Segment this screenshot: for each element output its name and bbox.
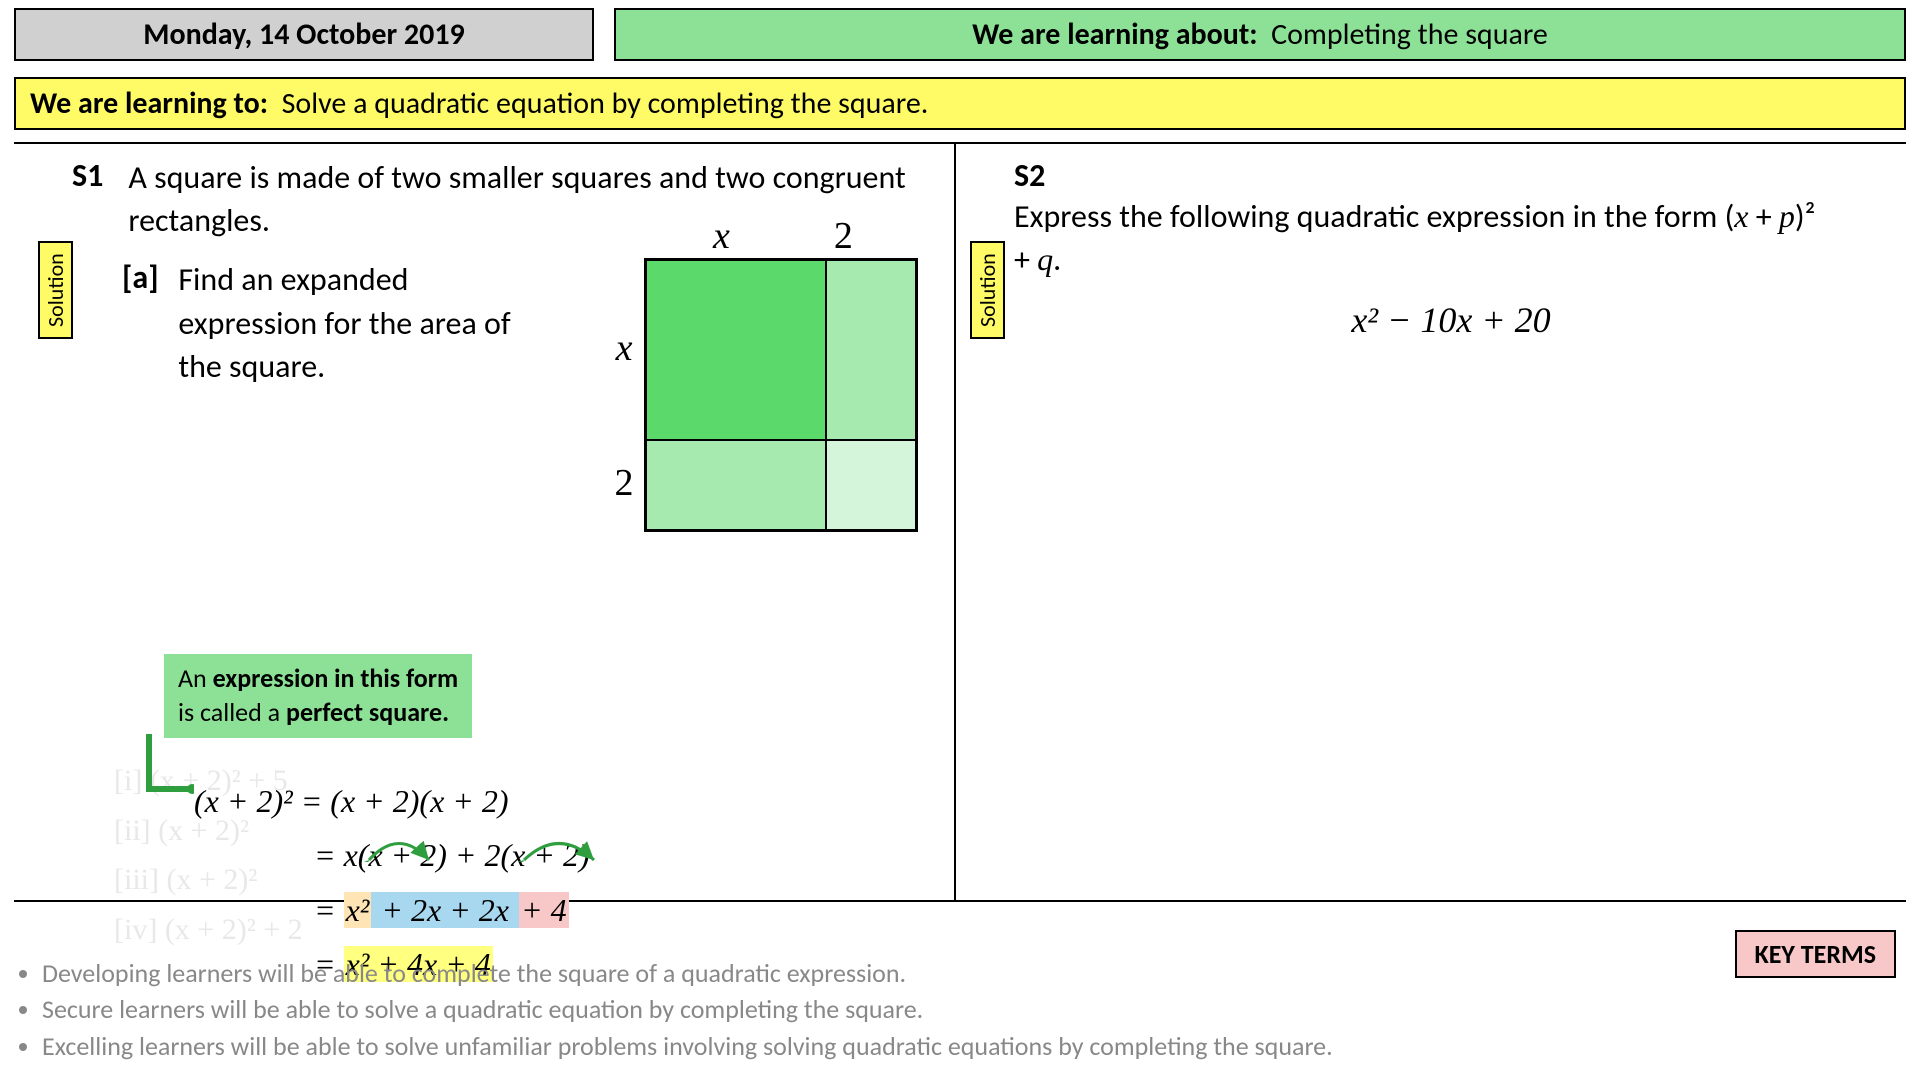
learning-to-value: Solve a quadratic equation by completing… — [282, 85, 929, 122]
column-s2: S2 Express the following quadratic expre… — [956, 144, 1906, 900]
footer: Developing learners will be able to comp… — [24, 955, 1896, 1064]
header-row: Monday, 14 October 2019 We are learning … — [0, 0, 1920, 69]
date-box: Monday, 14 October 2019 — [14, 8, 594, 61]
footer-bullet-1: Developing learners will be able to comp… — [42, 955, 1896, 991]
learning-to-box: We are learning to: Solve a quadratic eq… — [14, 77, 1906, 130]
diagram-label-x-left: x — [604, 258, 644, 438]
square-diagram: x 2 x 2 — [604, 214, 884, 532]
diagram-label-2-top: 2 — [803, 214, 884, 258]
diagram-cell-2x-right — [826, 260, 916, 440]
learning-about-value: Completing the square — [1271, 16, 1548, 53]
callout-bold-1: expression in this form — [213, 662, 459, 694]
distribution-arcs — [344, 822, 644, 862]
column-s1: S1 A square is made of two smaller squar… — [14, 144, 956, 900]
learning-to-label: We are learning to: — [30, 85, 268, 122]
perfect-square-callout: An expression in this form is called a p… — [164, 654, 472, 738]
work-line-3: = x² + 2x + 2x + 4 — [194, 883, 590, 937]
s1-number: S1 — [72, 156, 122, 195]
learning-about-label: We are learning about: — [972, 16, 1257, 53]
diagram-label-2-left: 2 — [604, 438, 644, 528]
callout-text-2: is called a — [178, 696, 286, 728]
diagram-cell-2x-bottom — [646, 440, 826, 530]
callout-connector — [134, 734, 194, 809]
s1-part-a-text: Find an expanded expression for the area… — [178, 258, 518, 388]
footer-bullet-2: Secure learners will be able to solve a … — [42, 991, 1896, 1027]
callout-bold-2: perfect square. — [286, 696, 449, 728]
s1-part-a-label: [a] — [122, 258, 172, 297]
footer-bullet-3: Excelling learners will be able to solve… — [42, 1028, 1896, 1064]
solution-tag-s1[interactable]: Solution — [38, 241, 73, 339]
s2-text: Express the following quadratic expressi… — [1014, 195, 1833, 281]
s2-expression: x² − 10x + 20 — [1014, 299, 1888, 341]
work-line-1: (x + 2)² = (x + 2)(x + 2) — [194, 774, 590, 828]
diagram-cell-xx — [646, 260, 826, 440]
diagram-label-x-top: x — [640, 214, 803, 258]
callout-text-1: An — [178, 662, 213, 694]
s2-number: S2 — [1014, 156, 1064, 195]
solution-tag-s2[interactable]: Solution — [970, 241, 1005, 339]
diagram-cell-4 — [826, 440, 916, 530]
learning-about-box: We are learning about: Completing the sq… — [614, 8, 1906, 61]
main-area: S1 A square is made of two smaller squar… — [14, 142, 1906, 902]
